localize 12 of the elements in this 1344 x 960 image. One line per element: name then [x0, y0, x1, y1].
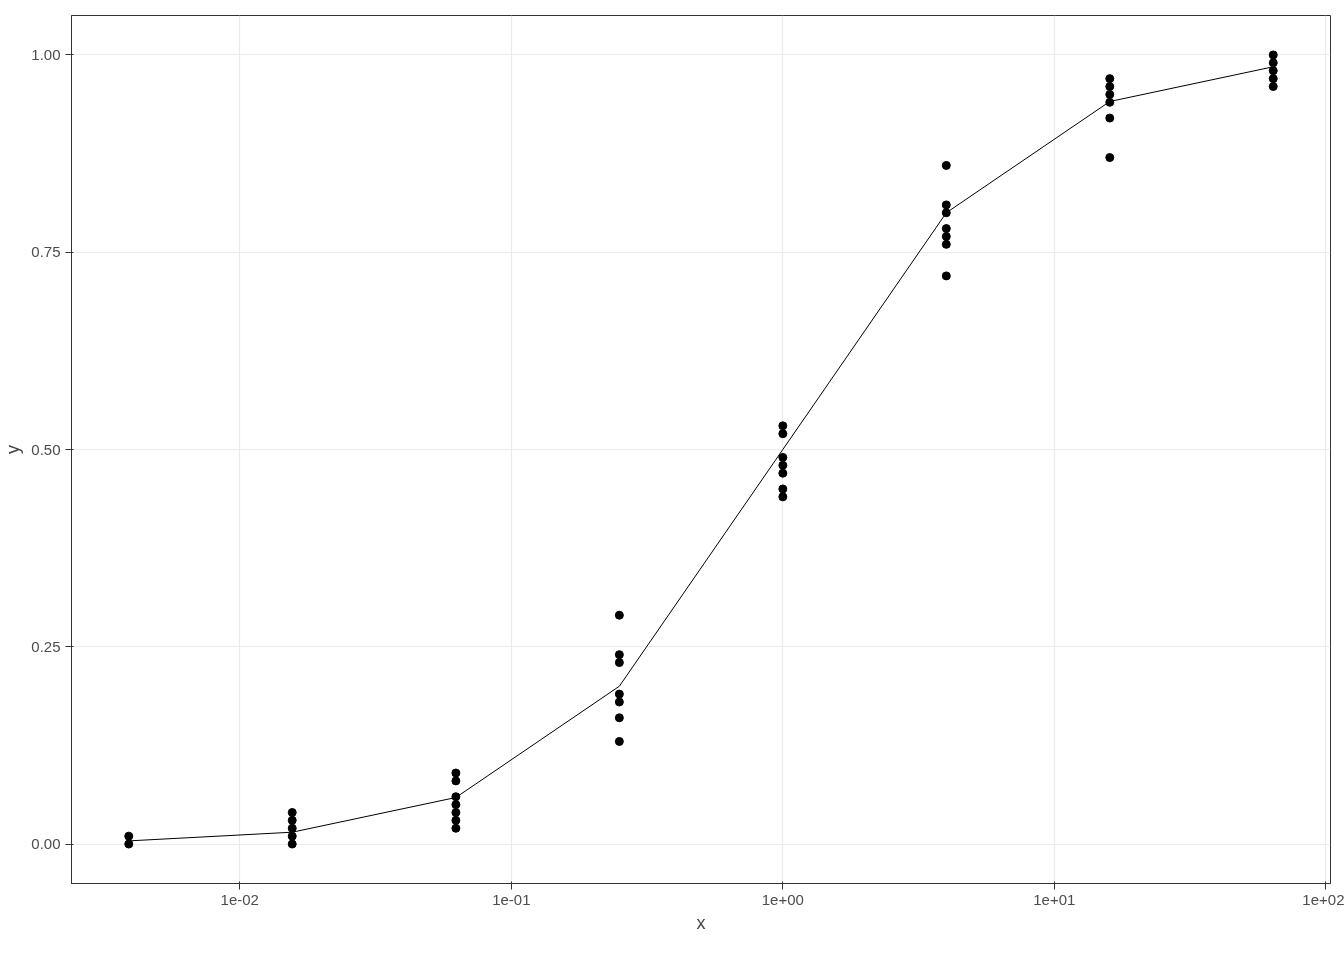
y-tick-label: 1.00: [31, 45, 61, 63]
x-tick-label: 1e+02: [1302, 890, 1344, 908]
x-tick-label: 1e-02: [220, 890, 259, 908]
y-axis-title: y: [3, 445, 24, 454]
x-tick-label: 1e-01: [492, 890, 531, 908]
y-tick-label: 0.25: [31, 637, 61, 655]
x-tick-label: 1e+00: [761, 890, 804, 908]
y-tick-label: 0.00: [31, 835, 61, 853]
x-tick-label: 1e+01: [1033, 890, 1076, 908]
y-tick-label: 0.75: [31, 243, 61, 261]
x-axis-title: x: [696, 912, 706, 933]
y-tick-label: 0.50: [31, 440, 61, 458]
